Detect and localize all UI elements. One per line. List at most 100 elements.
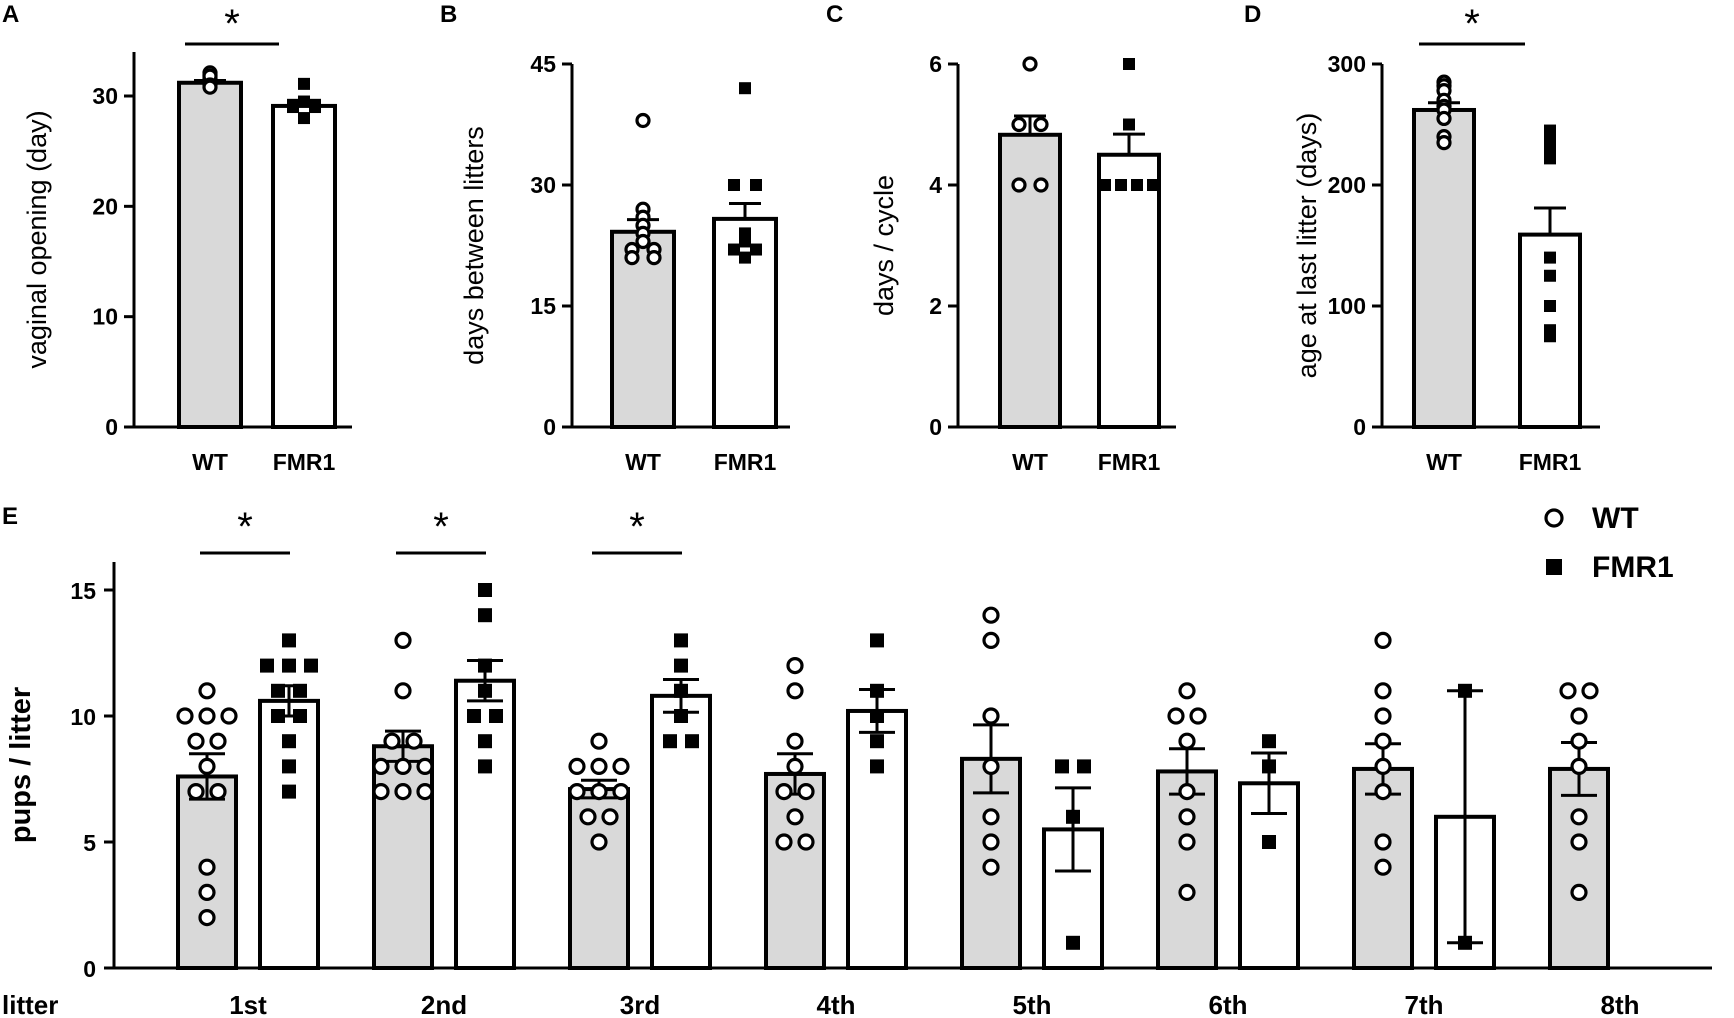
data-point <box>298 77 310 90</box>
data-point <box>282 759 296 774</box>
x-tick-label: WT <box>192 449 228 475</box>
data-point <box>1374 833 1392 851</box>
significance-star: * <box>224 2 240 46</box>
legend-label: WT <box>1592 502 1639 535</box>
data-point <box>635 112 651 129</box>
data-point <box>287 101 299 114</box>
bar-WT <box>1412 107 1476 429</box>
data-point <box>282 658 296 673</box>
data-point <box>187 782 205 801</box>
y-axis-label: age at last litter (days) <box>1292 113 1322 379</box>
data-point <box>982 631 1000 650</box>
data-point <box>383 732 401 750</box>
data-point <box>1033 116 1049 133</box>
data-point <box>282 734 296 749</box>
data-point <box>1458 935 1472 950</box>
x-tick-label: WT <box>1012 449 1048 475</box>
data-point <box>663 734 677 749</box>
data-point <box>786 808 804 826</box>
y-tick-label: 0 <box>83 956 96 982</box>
data-point <box>478 734 492 749</box>
x-tick-label: 5th <box>1013 990 1052 1018</box>
data-point <box>624 250 640 266</box>
data-point <box>1544 300 1556 312</box>
x-tick-label: FMR1 <box>1519 449 1582 475</box>
y-tick-label: 0 <box>105 414 118 440</box>
data-point <box>304 658 318 673</box>
bar-WT <box>1548 766 1610 970</box>
data-point <box>982 606 1000 624</box>
data-point <box>478 608 492 623</box>
data-point <box>394 631 412 650</box>
data-point <box>612 757 630 776</box>
data-point <box>1544 142 1556 155</box>
x-tick-label: FMR1 <box>714 449 777 475</box>
data-point <box>293 709 307 723</box>
data-point <box>750 179 762 191</box>
data-point <box>1544 152 1556 165</box>
legend: WT FMR1 <box>1544 502 1674 584</box>
significance-star: * <box>1464 2 1480 46</box>
y-tick-label: 45 <box>530 51 556 77</box>
data-point <box>1374 631 1392 650</box>
x-tick-label: 6th <box>1209 990 1248 1018</box>
data-point <box>739 235 751 248</box>
data-point <box>728 179 740 191</box>
bar-WT <box>372 744 434 970</box>
data-point <box>187 732 205 750</box>
data-point <box>176 707 194 725</box>
data-point <box>870 633 884 648</box>
bar-FMR1 <box>846 708 908 971</box>
data-point <box>786 682 804 700</box>
bar-FMR1 <box>454 678 516 970</box>
data-point <box>202 79 218 95</box>
bar-WT <box>764 771 826 971</box>
data-point <box>198 883 216 902</box>
significance-star: * <box>237 505 253 549</box>
data-point <box>478 583 492 597</box>
data-point <box>1570 732 1588 750</box>
data-point <box>674 683 688 698</box>
data-point <box>298 95 310 108</box>
data-point <box>1123 118 1135 131</box>
data-point <box>1559 682 1577 700</box>
y-axis-label: vaginal opening (day) <box>22 110 52 368</box>
data-point <box>568 782 586 801</box>
significance-star: * <box>629 505 645 549</box>
data-point <box>750 243 762 256</box>
data-point <box>1262 734 1276 749</box>
data-point <box>220 707 238 725</box>
data-point <box>405 732 423 750</box>
data-point <box>982 808 1000 826</box>
data-point <box>467 709 481 723</box>
data-point <box>674 633 688 648</box>
data-point <box>1436 110 1452 127</box>
data-point <box>1178 883 1196 902</box>
data-point <box>775 833 793 851</box>
y-tick-label: 6 <box>929 51 942 77</box>
data-point <box>786 732 804 750</box>
data-point <box>1570 833 1588 851</box>
x-tick-label: 3rd <box>620 990 660 1018</box>
data-point <box>1178 833 1196 851</box>
significance-star: * <box>433 505 449 549</box>
data-point <box>635 233 651 250</box>
x-axis-title: litter <box>2 990 58 1018</box>
bar-FMR1 <box>1097 152 1161 429</box>
data-point <box>1178 782 1196 801</box>
bar-WT <box>177 80 243 429</box>
x-tick-label: 4th <box>817 990 856 1018</box>
data-point <box>870 709 884 723</box>
y-tick-label: 15 <box>530 293 556 319</box>
y-tick-label: 15 <box>70 578 96 604</box>
y-tick-label: 0 <box>929 414 942 440</box>
data-point <box>612 782 630 801</box>
data-point <box>1066 935 1080 950</box>
data-point <box>1022 56 1038 72</box>
y-tick-label: 5 <box>83 830 96 856</box>
data-point <box>739 82 751 95</box>
bar-FMR1 <box>650 693 712 971</box>
panel-label: B <box>440 1 457 28</box>
